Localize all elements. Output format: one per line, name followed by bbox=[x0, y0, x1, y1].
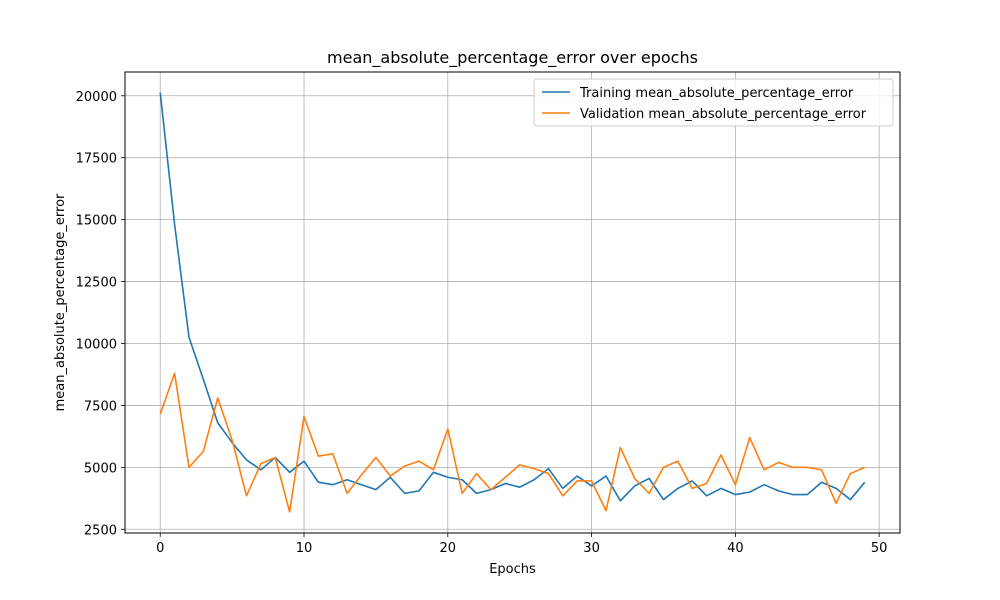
x-tick-label: 50 bbox=[871, 541, 888, 556]
x-axis-ticks: 0 10 20 30 40 50 bbox=[156, 533, 887, 556]
series-line-validation bbox=[159, 372, 866, 513]
plot-frame bbox=[124, 71, 901, 534]
y-tick-label: 15000 bbox=[76, 214, 117, 229]
legend-label-validation: Validation mean_absolute_percentage_erro… bbox=[580, 107, 867, 122]
y-tick-label: 5000 bbox=[84, 461, 117, 476]
x-tick-label: 20 bbox=[440, 541, 457, 556]
legend: Training mean_absolute_percentage_error V… bbox=[533, 78, 894, 127]
series-line-training bbox=[159, 92, 866, 502]
grid bbox=[125, 72, 900, 533]
y-axis-label: mean_absolute_percentage_error bbox=[53, 193, 68, 411]
y-tick-label: 7500 bbox=[84, 399, 117, 414]
y-axis-ticks: 2500 5000 7500 10000 12500 15000 17500 20000 bbox=[76, 90, 125, 538]
x-axis-label: Epochs bbox=[489, 562, 536, 577]
series-layer bbox=[159, 92, 866, 513]
legend-box bbox=[533, 78, 894, 127]
y-tick-label: 2500 bbox=[84, 523, 117, 538]
x-tick-label: 40 bbox=[727, 541, 744, 556]
y-tick-label: 12500 bbox=[76, 276, 117, 291]
y-tick-label: 10000 bbox=[76, 337, 117, 352]
x-tick-label: 10 bbox=[296, 541, 313, 556]
chart-title: mean_absolute_percentage_error over epoc… bbox=[327, 48, 698, 68]
x-tick-label: 0 bbox=[156, 541, 164, 556]
y-tick-label: 20000 bbox=[76, 90, 117, 105]
legend-label-training: Training mean_absolute_percentage_error bbox=[579, 86, 854, 101]
x-tick-label: 30 bbox=[583, 541, 600, 556]
y-tick-label: 17500 bbox=[76, 152, 117, 167]
